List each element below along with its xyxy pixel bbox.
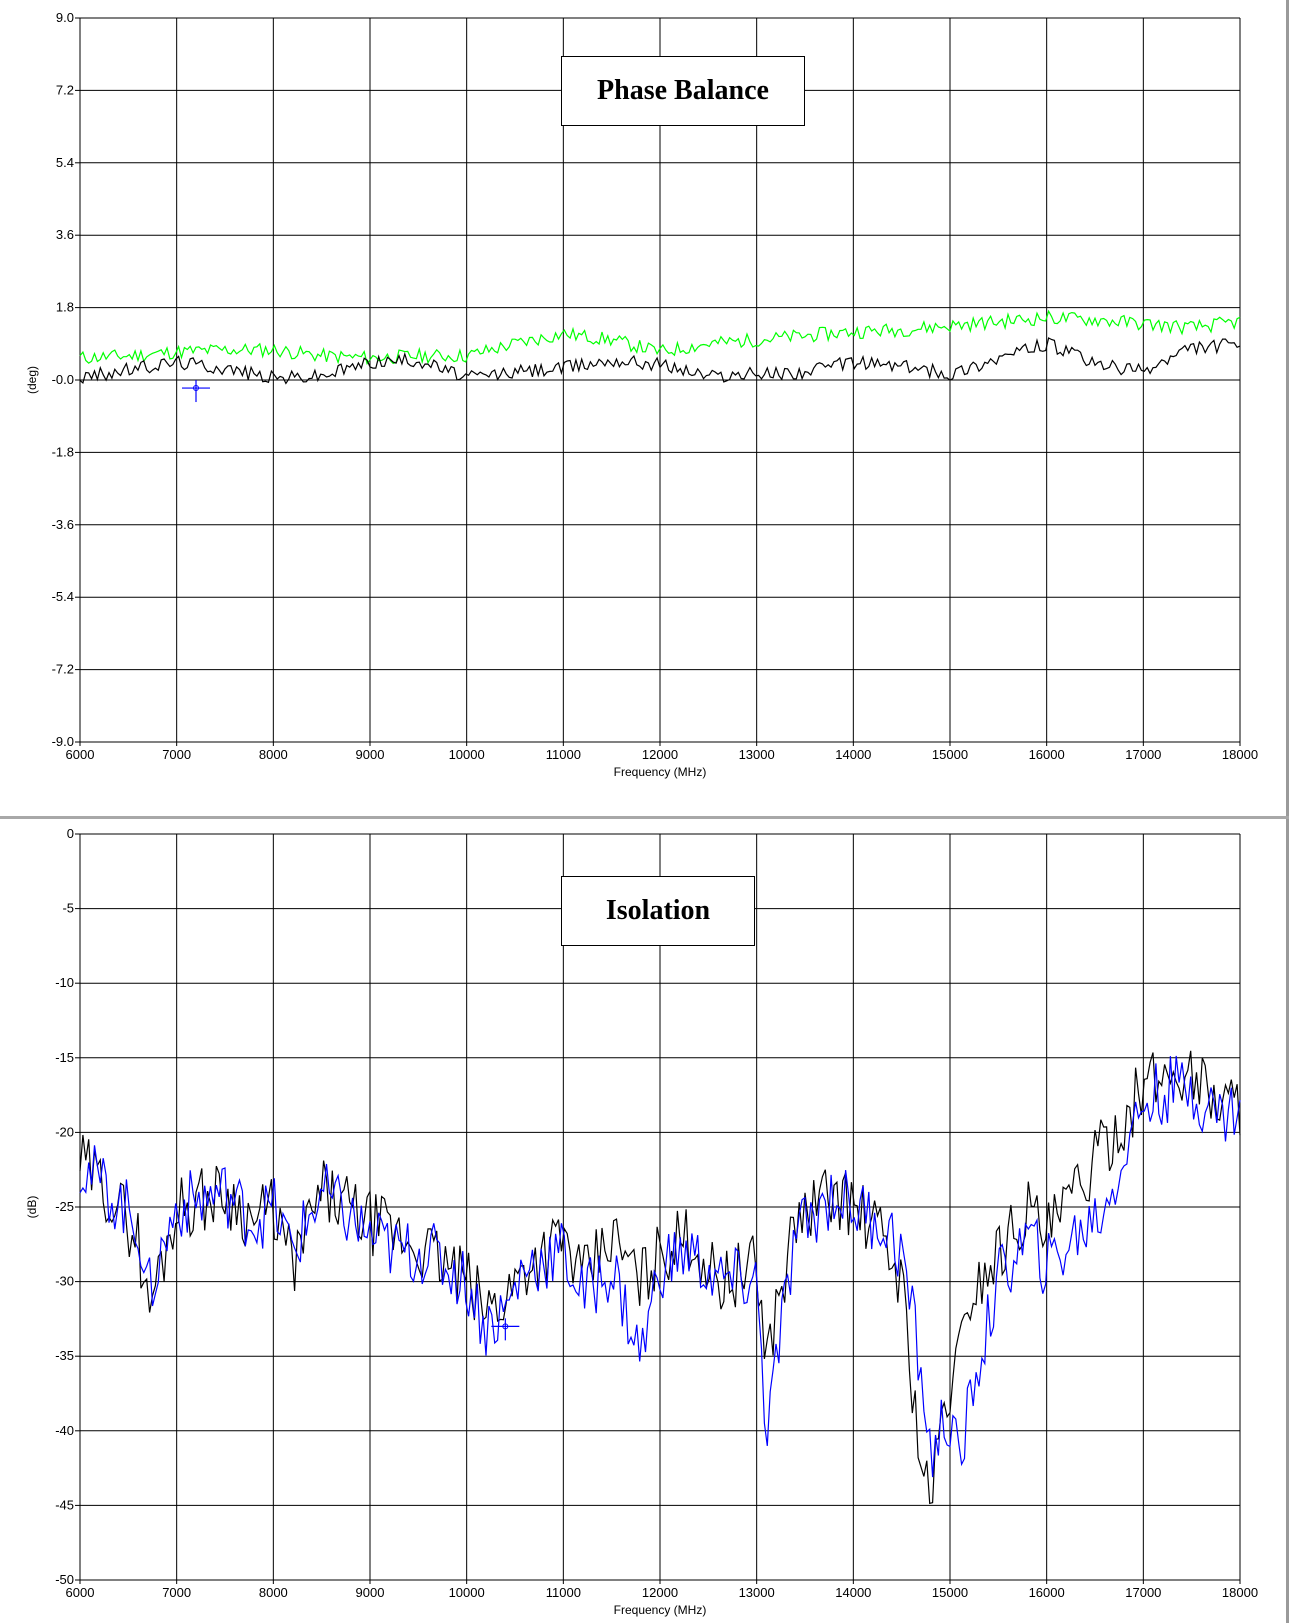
x-tick-label: 11000 <box>546 1585 581 1600</box>
y-tick-label: -5 <box>62 901 74 916</box>
x-axis-label: Frequency (MHz) <box>614 1603 707 1617</box>
y-tick-label: 1.8 <box>56 300 74 315</box>
y-tick-label: -45 <box>55 1497 74 1512</box>
y-tick-label: 5.4 <box>56 155 74 170</box>
y-tick-label: -25 <box>55 1199 74 1214</box>
x-tick-label: 17000 <box>1125 1585 1161 1600</box>
y-tick-label: 9.0 <box>56 10 74 25</box>
phase-balance-chart: 6000 7000 8000 9000 10000 11000 12000 13000 1400… <box>25 10 1258 779</box>
x-tick-label: 13000 <box>739 747 775 762</box>
marker-dot <box>502 1323 509 1330</box>
y-tick-label: -20 <box>55 1124 74 1139</box>
x-tick-label: 7000 <box>162 747 191 762</box>
isolation-chart: 6000 7000 8000 9000 10000 11000 12000 13000 1400… <box>25 826 1258 1617</box>
y-tick-label: -35 <box>55 1348 74 1363</box>
x-tick-label: 6000 <box>66 747 95 762</box>
series-line <box>79 1050 1241 1505</box>
isolation-panel: 6000 7000 8000 9000 10000 11000 12000 13000 1400… <box>0 819 1289 1623</box>
y-tick-label: -3.6 <box>52 517 74 532</box>
x-tick-label: 8000 <box>259 1585 288 1600</box>
marker-dot <box>193 385 199 392</box>
x-tick-label: 15000 <box>932 747 968 762</box>
y-tick-label: -15 <box>55 1050 74 1065</box>
y-tick-label: -40 <box>55 1423 74 1438</box>
y-tick-label: -7.2 <box>52 662 74 677</box>
x-tick-label: 17000 <box>1125 747 1161 762</box>
x-tick-label: 11000 <box>546 747 581 762</box>
y-axis-label: (dB) <box>25 1196 39 1219</box>
y-tick-label: -9.0 <box>52 734 74 749</box>
x-tick-label: 12000 <box>642 747 678 762</box>
x-tick-label: 10000 <box>449 747 485 762</box>
series-line <box>79 1055 1241 1478</box>
y-tick-label: -50 <box>55 1572 74 1587</box>
y-tick-label: 3.6 <box>56 227 74 242</box>
x-axis-label: Frequency (MHz) <box>614 765 707 779</box>
y-axis-label: (deg) <box>25 366 39 394</box>
y-tick-label: -10 <box>55 975 74 990</box>
x-tick-label: 14000 <box>835 1585 871 1600</box>
x-tick-label: 18000 <box>1222 1585 1258 1600</box>
marker-crosshair <box>182 380 210 403</box>
x-tick-label: 9000 <box>356 1585 385 1600</box>
x-tick-label: 7000 <box>162 1585 191 1600</box>
y-tick-label: 0 <box>67 826 74 841</box>
y-tick-label: -0.0 <box>52 372 74 387</box>
y-tick-label: -30 <box>55 1274 74 1289</box>
series-line <box>79 309 1241 365</box>
y-tick-label: -5.4 <box>52 589 74 604</box>
phase-balance-panel: 6000 7000 8000 9000 10000 11000 12000 13000 1400… <box>0 0 1289 817</box>
x-tick-label: 8000 <box>259 747 288 762</box>
y-tick-label: 7.2 <box>56 82 74 97</box>
series-line <box>79 337 1241 385</box>
x-tick-label: 13000 <box>739 1585 775 1600</box>
panel-divider <box>0 816 1289 820</box>
x-tick-label: 9000 <box>356 747 385 762</box>
phase-balance-title: Phase Balance <box>561 56 805 126</box>
x-tick-label: 12000 <box>642 1585 678 1600</box>
x-tick-label: 16000 <box>1029 1585 1065 1600</box>
x-tick-label: 18000 <box>1222 747 1258 762</box>
marker-crosshair <box>491 1318 520 1341</box>
x-tick-label: 16000 <box>1029 747 1065 762</box>
x-tick-label: 15000 <box>932 1585 968 1600</box>
x-tick-label: 10000 <box>449 1585 485 1600</box>
isolation-title: Isolation <box>561 876 755 946</box>
y-tick-label: -1.8 <box>52 444 74 459</box>
x-tick-label: 6000 <box>66 1585 95 1600</box>
x-tick-label: 14000 <box>835 747 871 762</box>
